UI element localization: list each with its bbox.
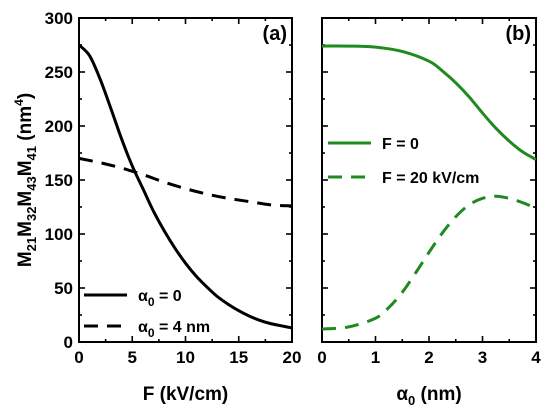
series-line-0: [77, 43, 293, 330]
y-tick-label: 300: [45, 9, 73, 28]
x-tick-label: 10: [176, 348, 195, 367]
y-tick-label: 0: [64, 333, 73, 352]
y-tick-label: 50: [54, 279, 73, 298]
legend-label-0: F = 0: [382, 136, 419, 153]
x-axis-title: α0 (nm): [396, 384, 461, 408]
x-tick-label: 4: [531, 348, 541, 367]
x-tick-label: 2: [424, 348, 433, 367]
legend-label-0: α0 = 0: [138, 288, 182, 309]
plot-frame: [78, 17, 293, 343]
y-tick-label: 250: [45, 63, 73, 82]
x-tick-label: 20: [283, 348, 302, 367]
legend-label-1: α0 = 4 nm: [138, 319, 210, 340]
y-tick-label: 100: [45, 225, 73, 244]
panel-label: (b): [505, 23, 531, 45]
panel-b: 0 1 2 3 4 (b) α0 (nm) F = 0 F = 20 kV/cm: [317, 17, 541, 408]
y-tick-label: 200: [45, 117, 73, 136]
legend: F = 0 F = 20 kV/cm: [328, 136, 479, 187]
series-line-0: [321, 44, 537, 161]
x-tick-label: 1: [371, 348, 380, 367]
legend: α0 = 0 α0 = 4 nm: [84, 288, 210, 340]
panel-label: (a): [263, 23, 287, 45]
x-tick-label: 3: [478, 348, 487, 367]
y-tick-label: 150: [45, 171, 73, 190]
x-tick-label: 5: [128, 348, 137, 367]
x-tick-label: 15: [229, 348, 248, 367]
y-axis-title: M21​M32​M43​M41​ (nm4​): [12, 93, 39, 267]
series-line-1: [78, 156, 293, 208]
x-tick-label: 0: [317, 348, 326, 367]
legend-label-1: F = 20 kV/cm: [382, 170, 479, 187]
x-tick-label: 0: [74, 348, 83, 367]
series-line-1: [321, 194, 537, 331]
x-axis-title: F (kV/cm): [143, 384, 229, 405]
